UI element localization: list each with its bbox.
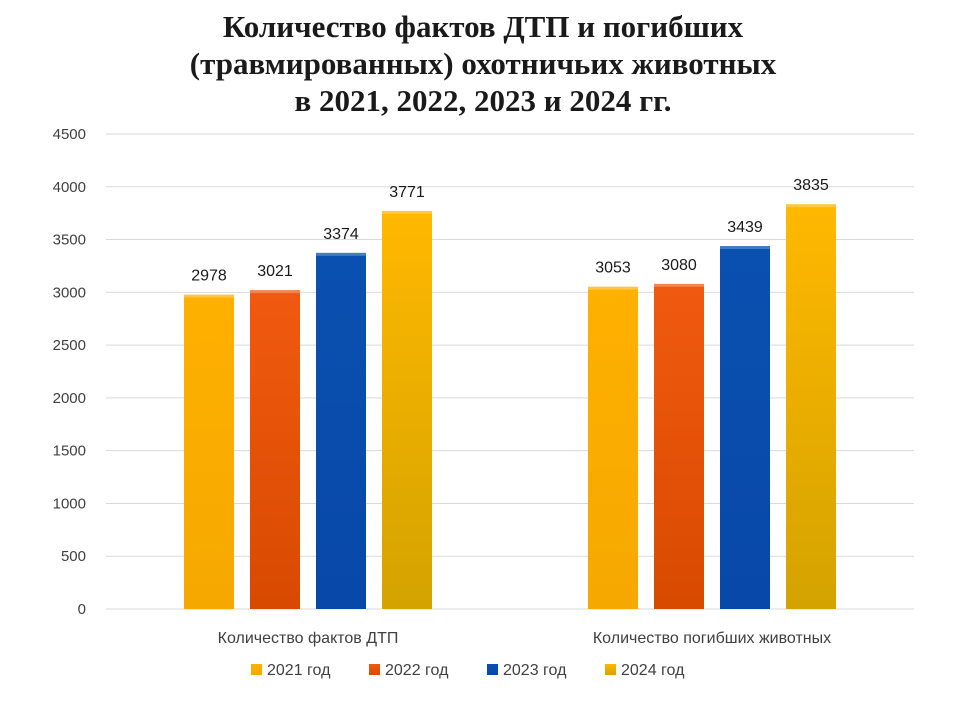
category-label: Количество фактов ДТП [218, 630, 399, 647]
bar [382, 210, 432, 609]
y-tick-label: 4000 [53, 179, 86, 196]
bar [654, 283, 704, 609]
y-axis-ticks: 0 500 1000 1500 2000 2500 3000 3500 4000 4500 [53, 126, 86, 618]
bar [316, 252, 366, 609]
legend-label: 2021 год [267, 662, 331, 679]
y-tick-label: 1000 [53, 495, 86, 512]
y-tick-label: 4500 [53, 126, 86, 143]
legend: 2021 год 2022 год 2023 год 2024 год [251, 662, 685, 679]
legend-swatch [369, 664, 380, 675]
bar [720, 245, 770, 609]
bar [250, 290, 300, 609]
legend-label: 2022 год [385, 662, 449, 679]
data-label: 2978 [191, 268, 227, 285]
y-tick-label: 500 [61, 548, 86, 565]
bar-highlight [250, 290, 300, 294]
bar-highlight [654, 283, 704, 287]
bar [588, 286, 638, 609]
chart-title-line-3: в 2021, 2022, 2023 и 2024 гг. [294, 83, 672, 118]
data-label: 3021 [257, 263, 293, 280]
legend-swatch [251, 664, 262, 675]
y-tick-label: 2000 [53, 390, 86, 407]
bar [786, 204, 836, 609]
data-labels: 2978 3021 3374 3771 3053 3080 3439 3835 [191, 177, 829, 284]
grid-lines [106, 133, 914, 610]
bar-highlight [316, 252, 366, 256]
bar-highlight [786, 204, 836, 208]
legend-label: 2024 год [621, 662, 685, 679]
category-label: Количество погибших животных [593, 630, 831, 647]
y-tick-label: 0 [78, 601, 86, 618]
y-tick-label: 1500 [53, 443, 86, 460]
bars [184, 204, 836, 609]
chart-title-line-2: (травмированных) охотничьих животных [189, 46, 777, 81]
y-tick-label: 3000 [53, 284, 86, 301]
legend-label: 2023 год [503, 662, 567, 679]
y-tick-label: 3500 [53, 232, 86, 249]
bar-highlight [184, 294, 234, 298]
bar [184, 294, 234, 609]
bar-highlight [588, 286, 638, 290]
legend-swatch [487, 664, 498, 675]
data-label: 3053 [595, 260, 631, 277]
bar-highlight [720, 245, 770, 249]
chart-title: Количество фактов ДТП и погибших (травми… [0, 8, 966, 119]
bar-highlight [382, 210, 432, 214]
data-label: 3080 [661, 257, 697, 274]
legend-swatch [605, 664, 616, 675]
data-label: 3374 [323, 226, 359, 243]
chart-title-line-1: Количество фактов ДТП и погибших [222, 9, 744, 44]
category-labels: Количество фактов ДТП Количество погибших… [218, 630, 831, 647]
data-label: 3439 [727, 219, 763, 236]
y-tick-label: 2500 [53, 337, 86, 354]
data-label: 3771 [389, 184, 425, 201]
data-label: 3835 [793, 177, 829, 194]
